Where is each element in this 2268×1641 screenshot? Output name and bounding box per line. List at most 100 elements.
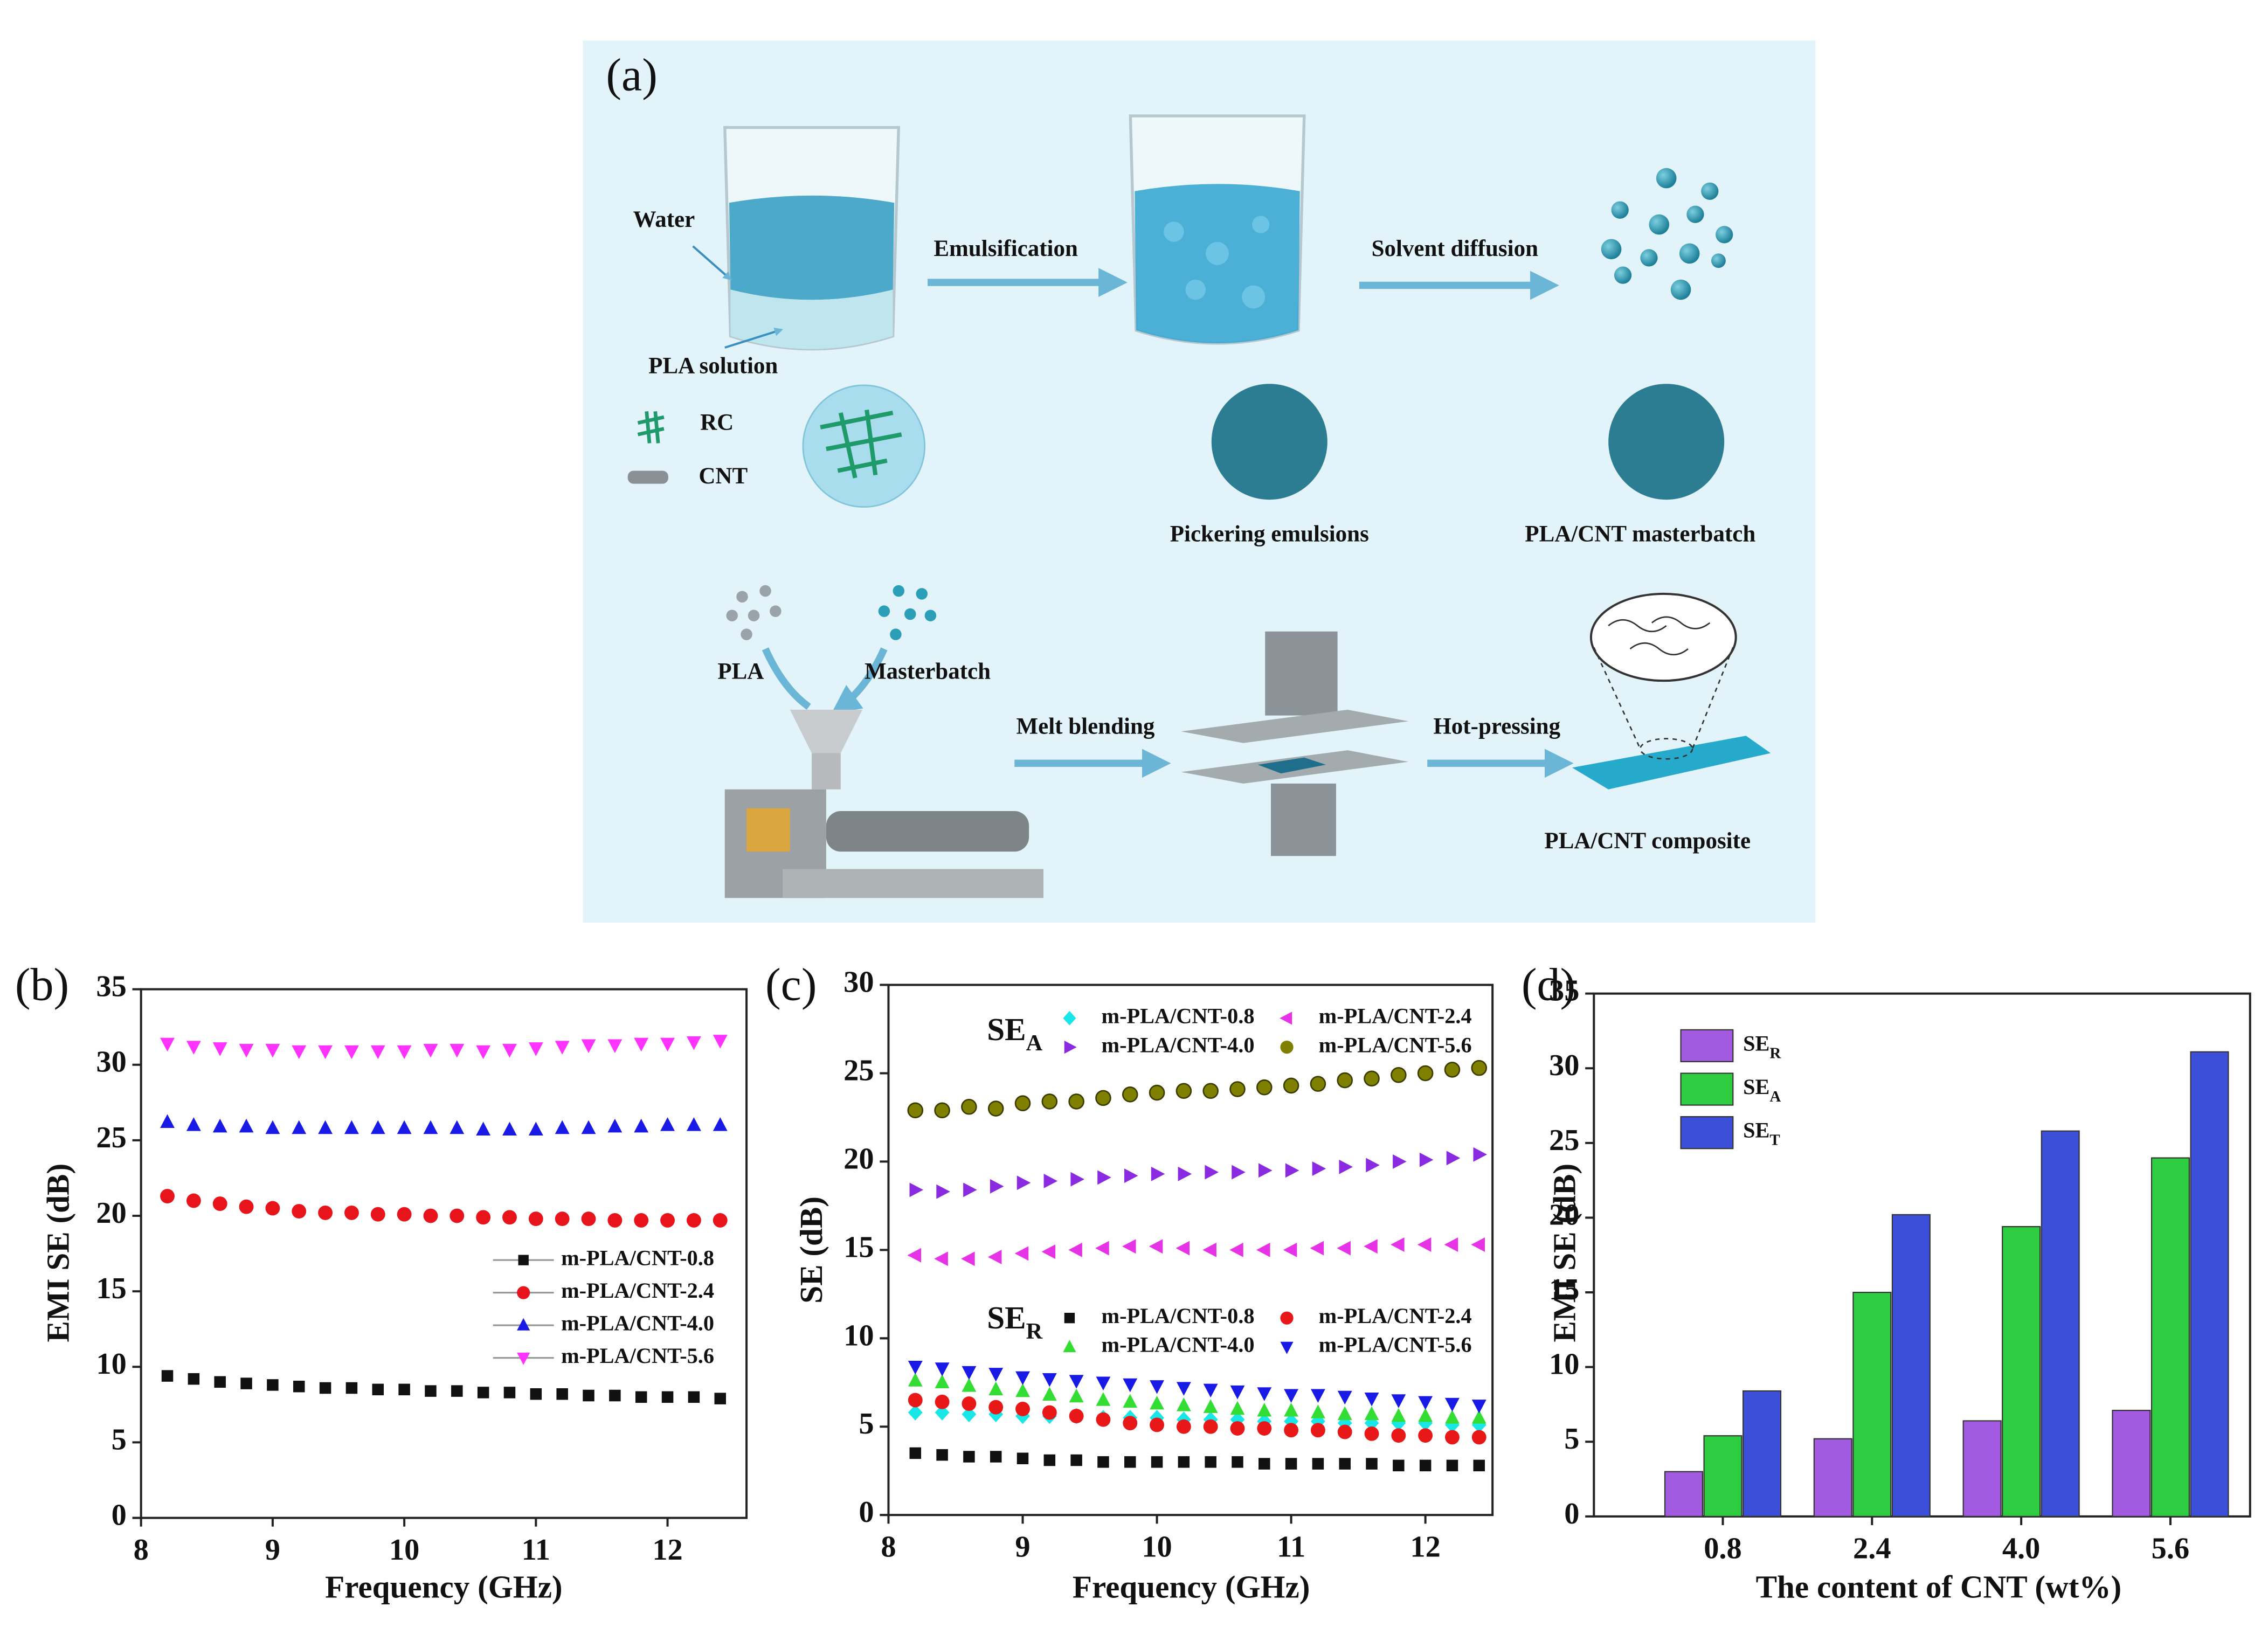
y-tick-label: 20	[843, 1142, 874, 1175]
legend-label: SEA	[1743, 1075, 1781, 1105]
marker	[1178, 1456, 1190, 1468]
marker	[1069, 1409, 1084, 1424]
marker	[344, 1120, 359, 1134]
y-tick-label: 20	[1549, 1198, 1579, 1231]
beaker	[723, 126, 901, 351]
marker	[397, 1207, 412, 1222]
bar	[2190, 1051, 2229, 1517]
marker	[1393, 1154, 1407, 1169]
bar	[1852, 1291, 1892, 1517]
marker	[1151, 1456, 1163, 1468]
x-tick-label: 12	[1410, 1531, 1440, 1564]
marker	[1418, 1428, 1433, 1443]
plot-frame	[140, 988, 748, 1519]
marker	[555, 1041, 570, 1055]
masterbatch-particles	[1601, 168, 1733, 300]
legend-label-base: SE	[1743, 1031, 1769, 1056]
marker	[1149, 1239, 1163, 1254]
marker	[908, 1404, 923, 1421]
marker	[1068, 1093, 1084, 1110]
marker	[936, 1184, 950, 1199]
marker	[1069, 1375, 1084, 1389]
marker	[1418, 1396, 1433, 1410]
marker	[555, 1211, 570, 1227]
marker	[962, 1406, 977, 1423]
marker	[1203, 1383, 1218, 1398]
marker	[160, 1189, 175, 1204]
marker	[1283, 1242, 1297, 1257]
marker	[987, 1100, 1004, 1117]
label: Solvent diffusion	[1372, 236, 1539, 261]
marker	[1257, 1387, 1272, 1401]
y-tick-label: 35	[96, 970, 126, 1003]
marker	[1310, 1389, 1325, 1403]
marker	[1418, 1408, 1433, 1422]
marker	[961, 1098, 977, 1115]
marker	[1123, 1378, 1138, 1393]
marker	[962, 1366, 977, 1380]
x-tick-label: 9	[1015, 1531, 1030, 1564]
x-axis-label: The content of CNT (wt%)	[1756, 1569, 2122, 1604]
marker	[1444, 1237, 1458, 1252]
marker	[987, 1250, 1002, 1264]
masterbatch-pellets	[878, 585, 937, 640]
marker	[1285, 1163, 1299, 1178]
marker	[476, 1121, 491, 1136]
marker	[1393, 1459, 1405, 1472]
marker	[907, 1102, 924, 1119]
marker	[345, 1382, 358, 1394]
legend-title: SEA	[987, 1012, 1042, 1056]
marker	[397, 1120, 412, 1134]
marker	[907, 1248, 922, 1263]
marker	[1178, 1166, 1192, 1181]
marker	[1205, 1165, 1219, 1180]
x-tick-label: 4.0	[2002, 1532, 2041, 1565]
label: Water	[633, 207, 695, 232]
marker	[1176, 1241, 1190, 1256]
marker	[397, 1045, 412, 1060]
marker	[1417, 1065, 1434, 1082]
bar	[1962, 1420, 2002, 1517]
marker	[292, 1045, 307, 1060]
extruder	[724, 709, 1044, 898]
marker	[1205, 1456, 1216, 1468]
marker	[1419, 1152, 1434, 1167]
marker	[1257, 1421, 1272, 1436]
y-tick-label: 25	[1549, 1124, 1579, 1157]
marker	[935, 1362, 950, 1376]
marker	[1042, 1405, 1057, 1420]
marker	[370, 1120, 385, 1134]
marker	[962, 1378, 977, 1392]
marker	[1017, 1452, 1029, 1465]
marker	[634, 1037, 649, 1052]
marker	[1366, 1158, 1380, 1173]
marker	[660, 1037, 675, 1052]
legend-label: m-PLA/CNT-5.6	[1319, 1033, 1472, 1057]
marker	[450, 1208, 465, 1223]
marker	[1280, 1012, 1292, 1025]
marker	[267, 1379, 279, 1391]
marker	[581, 1039, 596, 1054]
schematic: (a)	[583, 40, 1816, 923]
marker	[1417, 1237, 1432, 1252]
marker	[634, 1118, 649, 1133]
marker	[1446, 1151, 1461, 1166]
marker	[239, 1118, 254, 1133]
marker	[1364, 1393, 1379, 1407]
y-tick-label: 15	[1549, 1273, 1579, 1306]
marker	[607, 1039, 623, 1054]
marker	[265, 1043, 280, 1058]
rc-icon	[637, 411, 665, 444]
marker	[1284, 1389, 1299, 1403]
marker	[1151, 1166, 1165, 1181]
y-axis-label: SE (dB)	[793, 1196, 829, 1304]
composite-sheet	[1572, 592, 1771, 790]
marker	[1015, 1383, 1030, 1397]
marker	[423, 1120, 438, 1134]
marker	[1471, 1237, 1485, 1252]
marker	[609, 1389, 621, 1402]
label: CNT	[699, 463, 748, 489]
marker	[581, 1120, 596, 1134]
marker	[556, 1388, 568, 1400]
bar	[2002, 1226, 2041, 1517]
